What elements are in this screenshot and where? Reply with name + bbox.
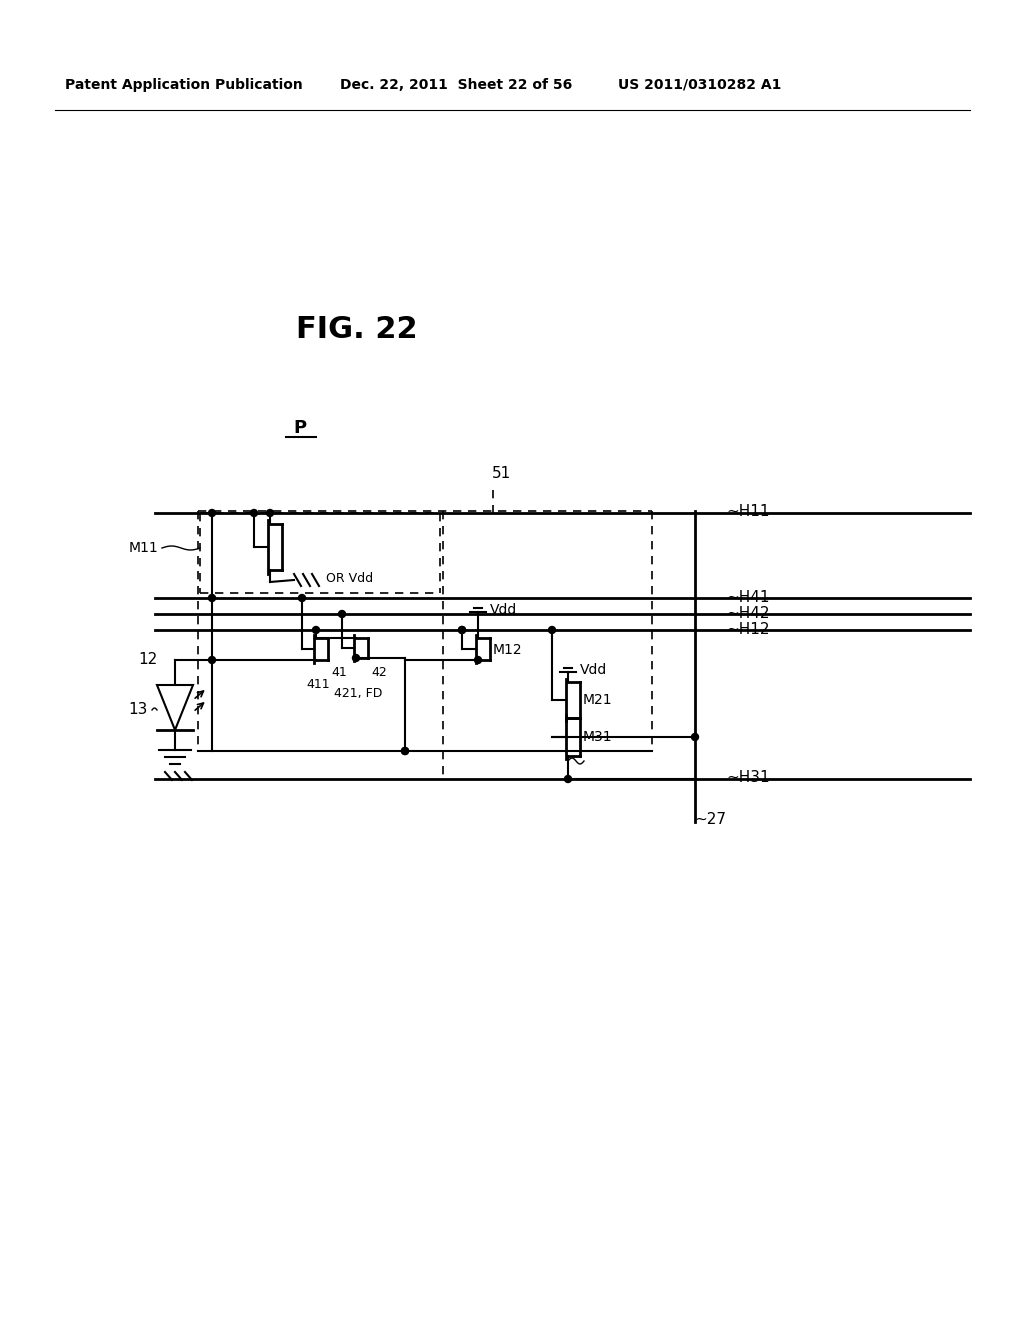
Text: M11: M11 (128, 541, 158, 554)
Text: 13: 13 (129, 702, 148, 718)
Text: 42: 42 (371, 665, 387, 678)
Text: ∼27: ∼27 (694, 813, 726, 828)
Circle shape (549, 627, 555, 634)
Circle shape (691, 734, 698, 741)
Circle shape (401, 747, 409, 755)
Circle shape (459, 627, 466, 634)
Circle shape (474, 656, 481, 664)
Circle shape (209, 510, 215, 516)
Circle shape (312, 627, 319, 634)
Text: M12: M12 (493, 643, 522, 657)
Text: OR Vdd: OR Vdd (326, 573, 373, 586)
Circle shape (401, 747, 409, 755)
Text: M21: M21 (583, 693, 612, 708)
Circle shape (299, 594, 305, 602)
Circle shape (251, 510, 257, 516)
Text: 421, FD: 421, FD (334, 686, 382, 700)
Text: 41: 41 (331, 665, 347, 678)
Text: ∼H11: ∼H11 (726, 503, 769, 519)
Circle shape (459, 627, 466, 634)
Text: ∼H41: ∼H41 (726, 590, 769, 605)
Circle shape (209, 656, 215, 664)
Text: ∼H12: ∼H12 (726, 622, 769, 636)
Circle shape (352, 655, 359, 661)
Text: 51: 51 (492, 466, 511, 482)
Text: US 2011/0310282 A1: US 2011/0310282 A1 (618, 78, 781, 92)
Text: Patent Application Publication: Patent Application Publication (65, 78, 303, 92)
Circle shape (266, 510, 273, 516)
Text: 411: 411 (306, 678, 330, 692)
Circle shape (564, 776, 571, 783)
Circle shape (209, 594, 215, 602)
Text: 12: 12 (138, 652, 158, 668)
Text: Dec. 22, 2011  Sheet 22 of 56: Dec. 22, 2011 Sheet 22 of 56 (340, 78, 572, 92)
Text: ∼H42: ∼H42 (726, 606, 769, 620)
Text: Vdd: Vdd (580, 663, 607, 677)
Text: Vdd: Vdd (490, 603, 517, 616)
Text: M31: M31 (583, 730, 612, 744)
Circle shape (339, 610, 345, 618)
Text: ∼H31: ∼H31 (726, 771, 770, 785)
Text: FIG. 22: FIG. 22 (296, 315, 418, 345)
Text: P: P (294, 418, 306, 437)
